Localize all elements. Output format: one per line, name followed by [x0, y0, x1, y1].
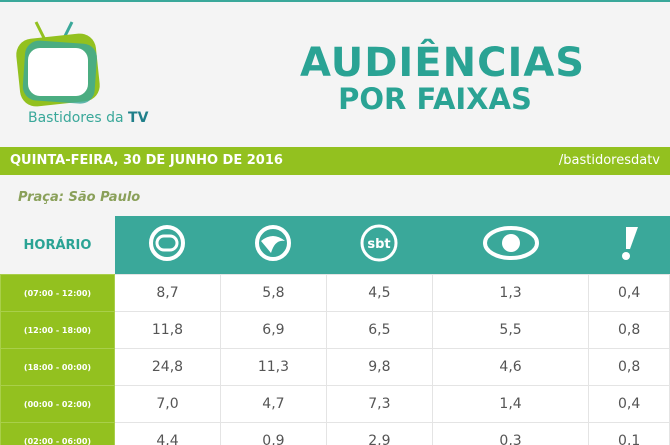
time-slot: (18:00 - 00:00): [0, 348, 115, 386]
audience-value: 0,8: [588, 311, 670, 349]
audience-value: 0,4: [588, 274, 670, 312]
channel-record: [220, 216, 327, 275]
channel-sbt: sbt: [326, 216, 433, 275]
brand-name: Bastidores da: [28, 110, 124, 126]
audience-value: 24,8: [114, 348, 221, 386]
audience-value: 4,7: [219, 385, 327, 423]
subtitle: POR FAIXAS: [338, 82, 532, 116]
audience-value: 1,3: [431, 274, 590, 312]
time-header: HORÁRIO: [0, 216, 115, 275]
audience-table: HORÁRIO sbt (07:00 - 12:00) 8,7 5,8 4,5 1,3 0…: [0, 216, 670, 445]
table-row: (12:00 - 18:00) 11,8 6,9 6,5 5,5 0,8: [0, 311, 670, 349]
logo: [16, 21, 100, 107]
audience-value: 4,5: [325, 274, 433, 312]
brand: Bastidores da TV: [28, 110, 148, 126]
audience-value: 4,4: [114, 422, 221, 445]
sbt-logo: sbt: [368, 237, 391, 252]
channel-band: [432, 216, 589, 275]
date: QUINTA-FEIRA, 30 DE JUNHO DE 2016: [10, 153, 283, 168]
time-slot: (00:00 - 02:00): [0, 385, 115, 423]
audience-value: 7,0: [114, 385, 221, 423]
audience-value: 1,4: [431, 385, 590, 423]
audience-value: 6,5: [325, 311, 433, 349]
table-row: (07:00 - 12:00) 8,7 5,8 4,5 1,3 0,4: [0, 274, 670, 312]
audience-value: 0,3: [431, 422, 590, 445]
audience-value: 0,9: [219, 422, 327, 445]
audience-value: 11,3: [219, 348, 327, 386]
audience-value: 5,8: [219, 274, 327, 312]
title: AUDIÊNCIAS: [300, 40, 586, 86]
audience-value: 8,7: [114, 274, 221, 312]
audience-value: 4,6: [431, 348, 590, 386]
time-slot: (07:00 - 12:00): [0, 274, 115, 312]
audience-value: 6,9: [219, 311, 327, 349]
audience-value: 7,3: [325, 385, 433, 423]
brand-suffix: TV: [128, 110, 149, 126]
time-slot: (12:00 - 18:00): [0, 311, 115, 349]
header-row: HORÁRIO sbt: [0, 216, 670, 275]
audience-value: 9,8: [325, 348, 433, 386]
table-row: (02:00 - 06:00) 4,4 0,9 2,9 0,3 0,1: [0, 422, 670, 445]
table-row: (00:00 - 02:00) 7,0 4,7 7,3 1,4 0,4: [0, 385, 670, 423]
table-row: (18:00 - 00:00) 24,8 11,3 9,8 4,6 0,8: [0, 348, 670, 386]
audience-value: 5,5: [431, 311, 590, 349]
time-slot: (02:00 - 06:00): [0, 422, 115, 445]
channel-redetv: [588, 216, 670, 275]
channel-globo: [114, 216, 221, 275]
audience-value: 0,1: [588, 422, 670, 445]
audience-value: 2,9: [325, 422, 433, 445]
audience-value: 0,8: [588, 348, 670, 386]
date-bar: QUINTA-FEIRA, 30 DE JUNHO DE 2016 /basti…: [0, 147, 670, 175]
social-handle: /bastidoresdatv: [558, 153, 660, 168]
audience-value: 0,4: [588, 385, 670, 423]
praca: Praça: São Paulo: [18, 190, 141, 205]
audience-value: 11,8: [114, 311, 221, 349]
